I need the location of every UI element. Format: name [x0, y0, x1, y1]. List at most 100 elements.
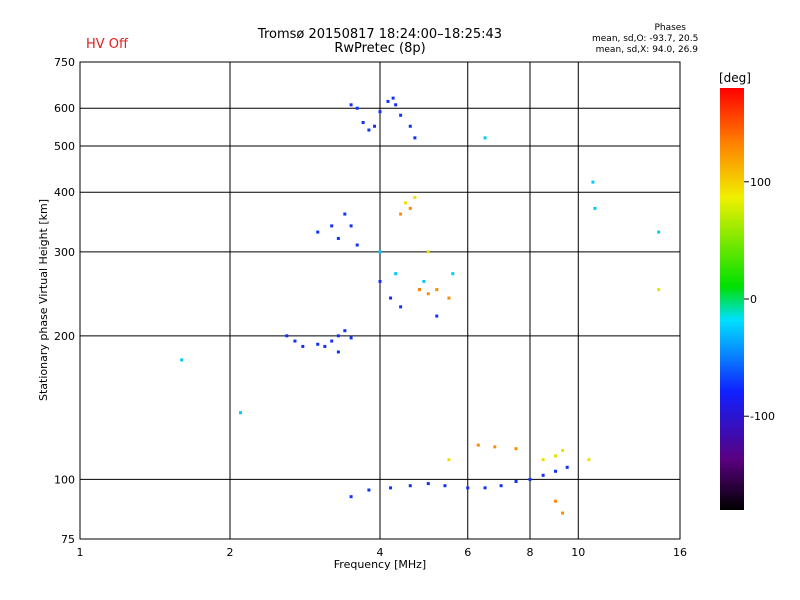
y-tick-label: 100: [54, 473, 75, 486]
colorbar-ticks: 100 0 -100: [744, 176, 775, 423]
y-tick-label: 750: [54, 56, 75, 69]
y-tick-label: 200: [54, 330, 75, 343]
y-tick-label: 500: [54, 140, 75, 153]
y-tick-label: 600: [54, 102, 75, 115]
data-point: [378, 250, 382, 254]
data-point: [361, 121, 365, 125]
data-point: [435, 314, 439, 318]
data-point: [435, 288, 439, 292]
x-axis-label: Frequency [MHz]: [334, 558, 426, 571]
data-point: [389, 296, 393, 300]
data-point: [367, 128, 371, 132]
data-point: [389, 486, 393, 490]
data-point: [447, 296, 451, 300]
x-tick-label: 2: [227, 546, 234, 559]
data-point: [373, 124, 377, 128]
data-point: [426, 482, 430, 486]
axis-ticks: 1 2 4 6 8 10 16 75 100 200 300 400 500 600 750: [54, 56, 687, 559]
data-point: [349, 336, 353, 340]
phases-x-stats: mean, sd,X: 94.0, 26.9: [595, 45, 698, 55]
data-point: [316, 230, 320, 234]
data-point: [553, 454, 557, 458]
data-points: [180, 96, 661, 515]
data-point: [394, 103, 398, 107]
data-point: [422, 279, 426, 283]
chart-title: Tromsø 20150817 18:24:00–18:25:43: [257, 27, 503, 42]
data-point: [426, 250, 430, 254]
data-point: [499, 484, 503, 488]
colorbar-tick-label: -100: [750, 410, 775, 423]
y-tick-label: 75: [61, 533, 75, 546]
phases-o-stats: mean, sd,O: -93.7, 20.5: [592, 34, 699, 44]
data-point: [349, 224, 353, 228]
data-point: [343, 329, 347, 333]
data-point: [399, 212, 403, 216]
grid: [80, 62, 680, 539]
x-tick-label: 16: [673, 546, 687, 559]
data-point: [413, 195, 417, 199]
y-tick-label: 400: [54, 186, 75, 199]
data-point: [355, 243, 359, 247]
y-tick-label: 300: [54, 246, 75, 259]
data-point: [336, 236, 340, 240]
data-point: [391, 96, 395, 100]
data-point: [426, 292, 430, 296]
data-point: [293, 339, 297, 343]
data-point: [483, 486, 487, 490]
x-tick-label: 1: [77, 546, 84, 559]
data-point: [553, 469, 557, 473]
colorbar-label: [deg]: [719, 71, 751, 85]
data-point: [565, 465, 569, 469]
data-point: [541, 473, 545, 477]
data-point: [378, 110, 382, 114]
chart-subtitle: RwPretec (8p): [334, 41, 426, 56]
data-point: [417, 288, 421, 292]
data-point: [413, 136, 417, 140]
data-point: [343, 212, 347, 216]
data-point: [349, 103, 353, 107]
data-point: [587, 458, 591, 462]
data-point: [657, 288, 661, 292]
colorbar-tick-label: 100: [750, 176, 771, 189]
data-point: [561, 448, 565, 452]
data-point: [493, 445, 497, 449]
data-point: [593, 206, 597, 210]
data-point: [355, 106, 359, 110]
data-point: [301, 344, 305, 348]
data-point: [528, 477, 532, 481]
data-point: [180, 358, 184, 362]
plot-frame: [79, 61, 681, 540]
data-point: [349, 495, 353, 499]
y-axis-label: Stationary phase Virtual Height [km]: [37, 199, 50, 401]
data-point: [323, 344, 327, 348]
data-point: [394, 272, 398, 276]
x-tick-label: 8: [527, 546, 534, 559]
x-tick-label: 6: [464, 546, 471, 559]
hv-status: HV Off: [86, 37, 128, 52]
data-point: [514, 479, 518, 483]
data-point: [386, 99, 390, 103]
data-point: [447, 458, 451, 462]
data-point: [408, 206, 412, 210]
x-tick-label: 10: [571, 546, 585, 559]
data-point: [378, 279, 382, 283]
data-point: [541, 458, 545, 462]
data-point: [399, 113, 403, 117]
data-point: [367, 488, 371, 492]
phases-title: Phases: [654, 23, 686, 33]
data-point: [399, 305, 403, 309]
data-point: [330, 224, 334, 228]
data-point: [657, 230, 661, 234]
colorbar-tick-label: 0: [750, 293, 757, 306]
data-point: [561, 511, 565, 515]
data-point: [466, 486, 470, 490]
data-point: [285, 334, 289, 338]
data-point: [408, 124, 412, 128]
data-point: [330, 339, 334, 343]
data-point: [451, 272, 455, 276]
data-point: [514, 447, 518, 451]
data-point: [443, 484, 447, 488]
data-point: [403, 201, 407, 205]
data-point: [553, 499, 557, 503]
